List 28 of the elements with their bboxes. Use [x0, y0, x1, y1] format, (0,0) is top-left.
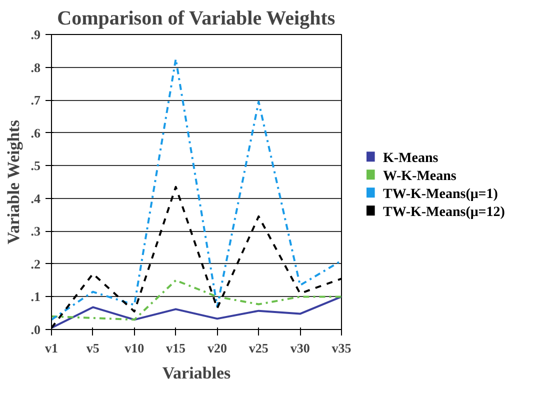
x-tick-label: v35: [332, 340, 352, 356]
x-tick-label: v5: [86, 340, 100, 356]
y-tick-label: .4: [30, 190, 41, 206]
line-series: [52, 296, 342, 329]
legend-label: TW-K-Means(μ=1): [383, 186, 498, 202]
y-tick-label: .0: [30, 322, 40, 337]
y-tick-label: .7: [30, 92, 41, 108]
y-tick-label: .6: [30, 125, 41, 140]
line-series: [52, 58, 342, 321]
legend-label: K-Means: [383, 151, 439, 166]
y-tick-label: .3: [30, 224, 41, 239]
y-tick-label: .1: [30, 289, 40, 304]
y-axis-title: Variable Weights: [4, 120, 23, 244]
legend-label: TW-K-Means(μ=12): [383, 204, 506, 220]
x-tick-label: v10: [124, 340, 144, 356]
y-tick-label: .2: [30, 256, 40, 272]
x-axis-title: Variables: [162, 364, 232, 382]
x-tick-label: v30: [290, 340, 310, 356]
x-tick-label: v25: [248, 340, 269, 356]
y-tick-label: .9: [30, 27, 41, 42]
chart-title: Comparison of Variable Weights: [57, 8, 336, 30]
y-tick-label: .5: [30, 158, 41, 174]
x-tick-label: v20: [207, 340, 227, 356]
y-tick-label: .8: [30, 60, 41, 75]
x-tick-label: v1: [45, 340, 58, 356]
x-tick-label: v15: [166, 340, 186, 356]
line-series: [52, 279, 342, 321]
legend-label: W-K-Means: [383, 168, 457, 184]
